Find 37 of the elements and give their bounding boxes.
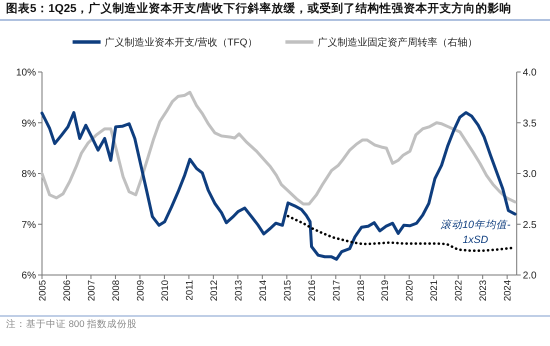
y-tick-label: 9% — [22, 118, 36, 130]
y-tick-label: 7% — [22, 220, 36, 231]
x-tick-label: 2013 — [233, 280, 244, 302]
y-tick-label: 10% — [16, 68, 36, 78]
x-tick-label: 2005 — [38, 280, 48, 302]
x-tick-label: 2021 — [429, 280, 440, 302]
line-series — [40, 111, 516, 261]
chart-title: 图表5：1Q25，广义制造业资本开支/营收下行斜率放缓，或受到了结构性强资本开支方向的影响 — [6, 1, 512, 15]
line-series — [40, 90, 516, 206]
x-tick-label: 2007 — [86, 280, 98, 302]
y-tick-label: 6% — [22, 270, 36, 282]
x-tick-label: 2017 — [331, 280, 342, 302]
x-tick-label: 2012 — [208, 280, 220, 302]
x-tick-label: 2016 — [306, 280, 318, 302]
text: 注：基于中证 800 指数成份股 — [6, 318, 138, 330]
y2-tick-label: 2.5 — [522, 220, 538, 231]
y2-tick-label: 4.0 — [522, 68, 538, 78]
y2-tick-label: 3.5 — [522, 118, 538, 130]
x-tick-label: 2008 — [110, 280, 122, 302]
x-tick-label: 2014 — [258, 280, 269, 302]
y-tick-label: 8% — [22, 169, 36, 180]
x-tick-label: 2011 — [184, 280, 196, 300]
x-tick-label: 2009 — [135, 280, 146, 302]
x-tick-label: 2020 — [404, 280, 416, 302]
legend-label: 广义制造业资本开支/营收（TFQ） — [104, 36, 258, 48]
x-tick-label: 2018 — [356, 280, 367, 302]
y2-tick-label: 3.0 — [522, 169, 538, 180]
x-tick-label: 2010 — [160, 280, 171, 302]
x-tick-label: 2024 — [502, 280, 514, 302]
x-tick-label: 2023 — [478, 280, 490, 302]
x-tick-label: 2015 — [282, 280, 294, 302]
x-tick-label: 2022 — [454, 280, 465, 302]
y2-tick-label: 2.0 — [522, 270, 538, 282]
legend-label: 广义制造业固定资产周转率（右轴） — [317, 36, 478, 48]
x-tick-label: 2019 — [380, 280, 392, 302]
annotation: 滚动10年均值-1xSD — [439, 218, 512, 248]
x-tick-label: 2006 — [62, 280, 73, 302]
